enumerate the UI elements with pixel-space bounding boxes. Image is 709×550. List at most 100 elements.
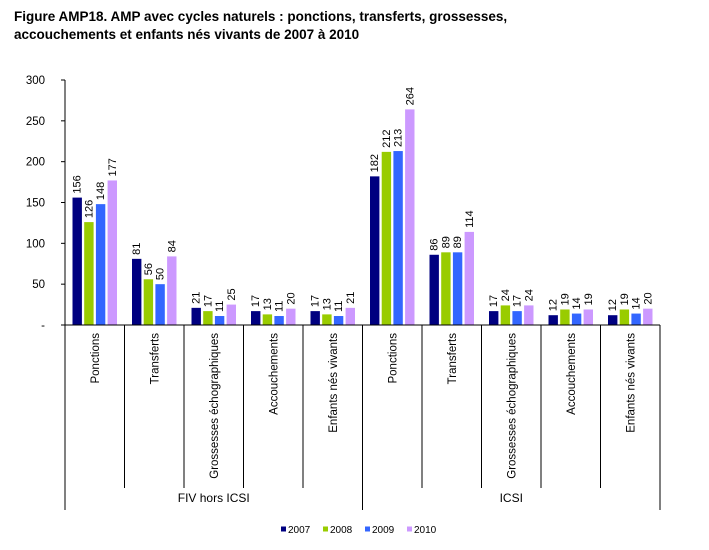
bar (84, 222, 94, 325)
bar-value-label: 12 (607, 299, 619, 311)
bar-value-label: 20 (642, 292, 654, 304)
category-label: Transferts (447, 333, 459, 385)
bar (214, 316, 225, 325)
group-label: ICSI (500, 491, 523, 505)
category-label: Accouchements (268, 333, 280, 415)
bar (310, 311, 320, 325)
bar (251, 311, 261, 325)
bar-value-label: 17 (202, 295, 214, 307)
category-label: Ponctions (90, 333, 102, 384)
legend: 2007 2008 2009 2010 (281, 525, 437, 536)
bar-value-label: 14 (571, 297, 583, 309)
bar-value-label: 17 (488, 295, 500, 307)
bar-value-label: 213 (393, 129, 405, 147)
bar-value-label: 182 (369, 154, 381, 172)
category-label: Ponctions (387, 333, 399, 384)
bar (452, 252, 463, 325)
bar-value-label: 89 (452, 236, 464, 248)
legend-swatch (281, 526, 286, 532)
bar (226, 304, 236, 325)
bar-value-label: 126 (83, 200, 95, 218)
y-tick-label: 300 (26, 75, 45, 87)
category-label: Transferts (149, 333, 161, 385)
bars (72, 109, 653, 326)
legend-swatch (365, 526, 370, 532)
bar-value-label: 14 (631, 297, 643, 309)
bar-value-label: 25 (226, 288, 238, 300)
legend-label: 2008 (330, 525, 353, 536)
chart-title-line-1: Figure AMP18. AMP avec cycles naturels :… (14, 9, 508, 24)
legend-label: 2010 (414, 525, 437, 536)
bar-value-label: 17 (250, 295, 262, 307)
bar-value-label: 19 (583, 293, 595, 305)
bar (441, 252, 451, 325)
y-tick-label: 200 (26, 157, 45, 169)
legend-swatch (323, 526, 328, 532)
bar-value-label: 86 (429, 239, 441, 251)
bar (72, 197, 82, 325)
bar-value-label: 21 (191, 292, 203, 304)
bar (370, 176, 380, 325)
bar (381, 151, 392, 325)
bar-value-label: 17 (512, 295, 524, 307)
bar-value-label: 19 (559, 293, 571, 305)
bar (643, 308, 653, 325)
bar (560, 309, 570, 325)
bar (345, 307, 355, 325)
legend-label: 2009 (372, 525, 395, 536)
bar-value-label: 56 (143, 263, 155, 275)
chart-title: Figure AMP18. AMP avec cycles naturels :… (14, 8, 704, 44)
bar-value-label: 11 (274, 301, 286, 312)
bar-value-label: 12 (548, 299, 560, 311)
bar-value-label: 264 (404, 87, 416, 105)
bar-value-label: 81 (131, 243, 143, 255)
bar-value-label: 19 (619, 293, 631, 305)
category-label: Accouchements (566, 333, 578, 415)
bar (608, 315, 618, 325)
y-tick-label: 150 (26, 198, 45, 210)
y-tick-label: - (41, 320, 45, 332)
bar-value-label: 11 (333, 301, 345, 312)
bar (631, 313, 641, 325)
bar (203, 311, 213, 325)
bar (155, 284, 165, 325)
y-tick-label: 100 (26, 238, 45, 250)
bar (143, 279, 154, 325)
bar (500, 305, 511, 325)
bar-value-label: 212 (381, 130, 393, 148)
bar-value-label: 20 (285, 292, 297, 304)
bar-value-label: 84 (166, 240, 178, 252)
bar (132, 258, 142, 325)
bar (548, 315, 558, 325)
bar (167, 256, 177, 325)
bar (333, 316, 344, 325)
bar-value-label: 114 (464, 210, 476, 228)
bar (619, 309, 630, 325)
group-label: FIV hors ICSI (178, 491, 250, 505)
bar-value-label: 89 (440, 236, 452, 248)
bar (583, 309, 593, 325)
bar (512, 311, 522, 325)
bar (464, 231, 474, 325)
x-axis: Ponctions Transferts Grossesses échographi… (64, 324, 661, 510)
bar (524, 305, 534, 325)
bar-value-label: 156 (72, 175, 84, 193)
bar (95, 204, 106, 325)
bar-value-label: 24 (523, 289, 535, 301)
bar (262, 314, 273, 325)
category-label: Enfants nés vivants (625, 333, 637, 433)
bar-value-label: 50 (155, 268, 167, 280)
chart-title-line-2: accouchements et enfants nés vivants de … (14, 27, 360, 42)
bar-value-label: 11 (214, 301, 226, 312)
bar-value-label: 24 (500, 289, 512, 301)
bar-value-label: 177 (107, 158, 119, 176)
legend-swatch (407, 526, 412, 532)
bar (107, 180, 117, 325)
bar (274, 316, 284, 325)
bar-value-label: 13 (321, 298, 333, 310)
bar-value-label: 17 (310, 295, 322, 307)
bar (429, 254, 439, 325)
bar (571, 313, 582, 325)
